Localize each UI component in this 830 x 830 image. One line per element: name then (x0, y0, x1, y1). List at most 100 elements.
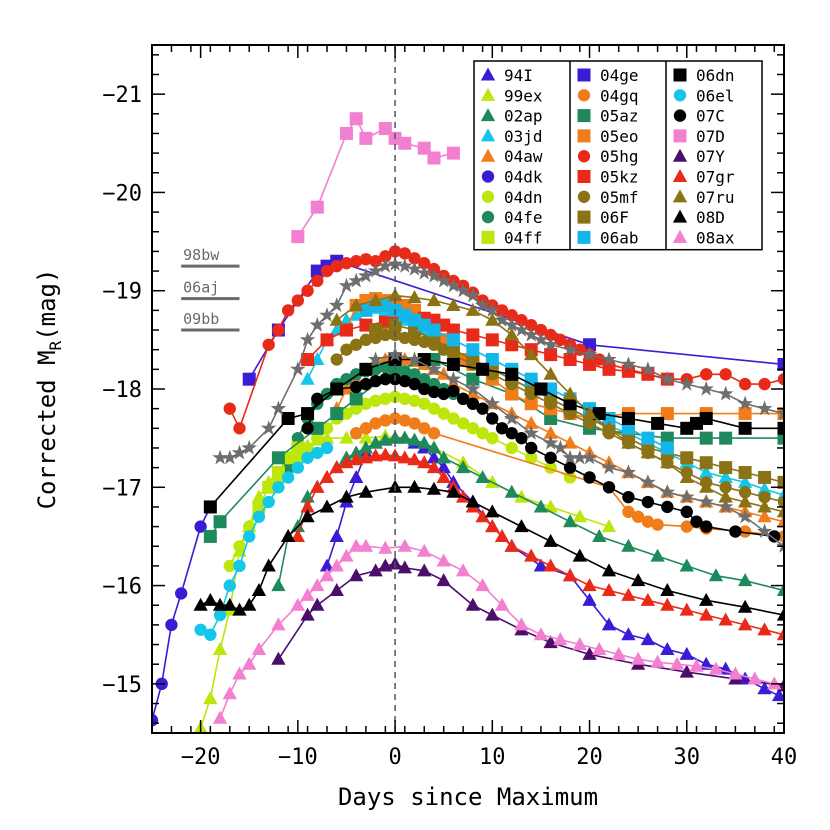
data-point-07ru (349, 297, 364, 311)
data-point-07ru (407, 290, 422, 304)
data-point-04dn (359, 397, 373, 410)
data-point-07gr (562, 568, 578, 582)
data-point-07c (456, 392, 470, 406)
data-point-05hg (379, 250, 392, 263)
data-point-06dn (651, 416, 665, 430)
data-point-gray-star (299, 331, 316, 347)
data-point-gray-star-2 (367, 351, 384, 367)
data-point-08ax (650, 654, 665, 668)
data-point-04fe (340, 372, 353, 386)
data-point-05hg (418, 257, 431, 270)
data-point-07y (436, 573, 451, 587)
data-point-05hg (359, 253, 373, 266)
y-tick-label: −19 (102, 280, 142, 305)
data-point-07y (417, 563, 432, 577)
data-point-05mf (379, 328, 392, 342)
data-point-07gr (436, 469, 451, 483)
data-point-07gr (290, 528, 305, 542)
data-point-05az (213, 515, 227, 529)
data-point-05kz (602, 362, 616, 376)
data-point-gray-star (776, 405, 784, 421)
data-point-04dn (388, 390, 402, 404)
data-point-gray-star (348, 272, 364, 288)
x-tick-label: 0 (388, 745, 401, 770)
y-axis-label-main: Corrected M (33, 350, 61, 509)
legend-marker-06el (673, 89, 687, 102)
data-point-gray-star-2 (523, 425, 539, 440)
data-point-04dn (427, 402, 441, 415)
data-point-gray-star (494, 312, 510, 327)
legend-marker-08d (672, 209, 688, 223)
data-point-05mf (738, 486, 752, 499)
data-point-gray-star-2 (426, 361, 442, 376)
data-point-04gq (379, 414, 392, 427)
y-axis-label-unit: (mag) (33, 269, 61, 341)
data-point-99ex (319, 430, 335, 444)
data-point-02ap (504, 484, 519, 498)
y-tick-label: −20 (102, 181, 142, 206)
data-point-04gq (631, 510, 645, 523)
legend-marker-07d (673, 129, 687, 143)
data-point-gray-star (659, 371, 676, 386)
series-layer (152, 112, 784, 733)
data-point-07gr (397, 450, 412, 464)
legend-label: 04fe (504, 208, 543, 227)
data-point-06f (738, 466, 752, 480)
reference-label-09bb: 09bb (183, 310, 219, 328)
series-08d (193, 479, 784, 621)
data-point-07d (417, 141, 431, 155)
legend-label: 05az (600, 107, 639, 126)
data-point-gray-star (367, 262, 384, 278)
data-point-07c (495, 422, 509, 435)
data-point-07gr (757, 622, 772, 636)
data-point-06el (320, 441, 334, 455)
data-point-07gr (582, 578, 597, 592)
data-point-04gq (680, 520, 693, 533)
series-07c (301, 372, 781, 543)
data-point-gray-star (542, 336, 559, 352)
legend-label: 04dn (504, 188, 543, 207)
data-point-06f (446, 343, 460, 357)
data-point-07c (641, 495, 655, 509)
data-point-08d (319, 499, 335, 513)
data-point-06dn (592, 407, 606, 421)
data-point-05hg (311, 274, 324, 288)
legend-item-05kz: 05kz (577, 168, 639, 187)
data-point-06dn (446, 357, 460, 371)
data-point-08d (242, 597, 257, 611)
data-point-06f (719, 461, 733, 475)
data-point-gray-star-2 (484, 395, 500, 411)
legend-item-04gq: 04gq (577, 86, 639, 105)
data-point-04dn (456, 417, 470, 430)
data-point-08d (514, 519, 529, 533)
data-point-08ax (708, 661, 724, 675)
legend-label: 06el (696, 86, 735, 105)
data-point-08d (222, 597, 237, 611)
legend-marker-03jd (480, 128, 496, 142)
data-point-04fe (281, 461, 295, 474)
legend-box (473, 60, 763, 251)
data-point-07ru (543, 366, 558, 380)
data-point-03jd (699, 465, 714, 479)
data-point-06f (758, 470, 772, 484)
legend-marker-08ax (672, 229, 688, 243)
legend-marker-05mf (577, 190, 591, 203)
data-point-07y (349, 568, 364, 582)
data-point-05az (466, 372, 480, 386)
data-point-04gq (359, 422, 373, 435)
data-point-07c (602, 481, 616, 494)
data-point-05az (719, 431, 733, 445)
data-point-08ax (669, 656, 685, 670)
data-point-04gq (388, 412, 402, 425)
legend-item-04aw: 04aw (480, 147, 543, 166)
data-point-gray-star (270, 400, 287, 416)
data-point-08ax (329, 558, 344, 572)
legend-marker-07c (673, 109, 687, 122)
legend-label: 94I (504, 66, 533, 85)
data-point-07gr (319, 469, 335, 483)
data-point-05hg (758, 377, 771, 391)
data-point-gray-star (222, 449, 238, 465)
legend-label: 07C (696, 107, 725, 126)
data-point-06dn (203, 500, 217, 514)
data-point-07ru (465, 302, 481, 316)
